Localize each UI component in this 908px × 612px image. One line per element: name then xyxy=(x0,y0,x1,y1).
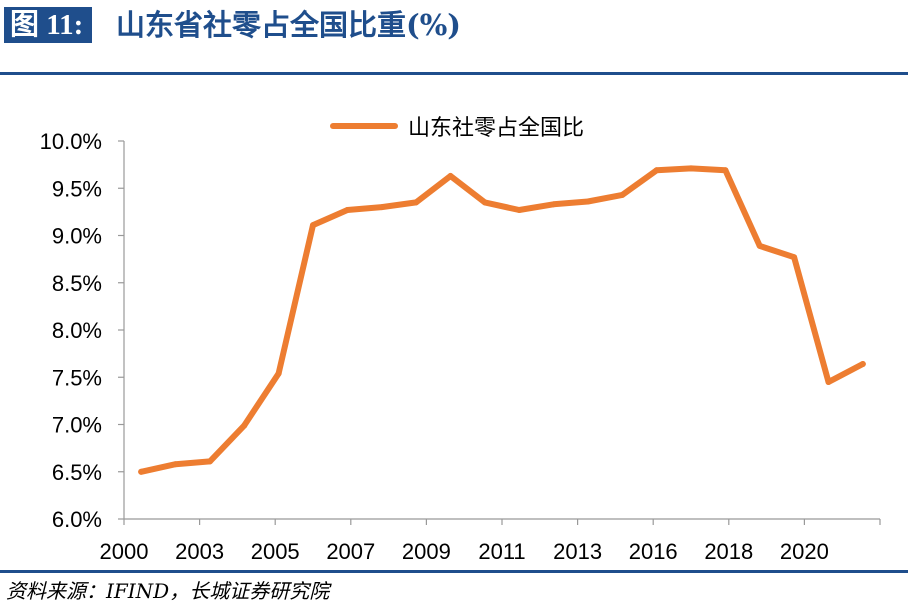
data-point xyxy=(206,458,213,465)
data-point xyxy=(275,370,282,377)
x-tick-label: 2009 xyxy=(402,539,451,564)
data-point xyxy=(550,201,557,208)
x-tick-label: 2011 xyxy=(478,539,525,564)
y-tick-label: 10.0% xyxy=(40,129,102,154)
y-tick-label: 6.0% xyxy=(52,507,102,532)
data-point xyxy=(688,165,694,172)
data-point xyxy=(825,378,832,385)
y-tick-label: 8.0% xyxy=(52,318,102,343)
chart-legend: 山东社零占全国比 xyxy=(330,115,584,140)
y-axis: 6.0% 6.5% 7.0% 7.5% 8.0% 8.5% 9.0% 9.5% 10.0% xyxy=(40,129,125,532)
figure-label: 图 11: xyxy=(4,7,93,43)
figure-header: 图 11: 山东省社零占全国比重(%) xyxy=(0,0,908,75)
figure-title: 山东省社零占全国比重(%) xyxy=(116,8,461,42)
y-tick-label: 9.0% xyxy=(52,224,102,249)
data-point xyxy=(447,172,454,179)
data-point xyxy=(481,199,488,206)
data-point xyxy=(859,361,866,368)
x-tick-label: 2007 xyxy=(326,539,375,564)
data-point xyxy=(619,191,626,198)
legend-label: 山东社零占全国比 xyxy=(408,115,584,140)
y-tick-label: 9.5% xyxy=(52,176,102,201)
data-point xyxy=(310,222,316,229)
x-axis: 2000 2003 2005 2007 2009 2011 2013 2016 2018 2020 xyxy=(100,518,881,564)
x-tick-label: 2000 xyxy=(100,539,149,564)
x-tick-label: 2013 xyxy=(553,539,602,564)
x-tick-label: 2016 xyxy=(629,539,678,564)
data-point xyxy=(413,199,420,206)
data-point xyxy=(722,167,729,174)
data-point xyxy=(344,206,351,213)
data-point xyxy=(756,242,763,249)
y-tick-label: 6.5% xyxy=(52,460,102,485)
source-note: 资料来源：IFIND，长城证券研究院 xyxy=(6,579,330,603)
data-point xyxy=(516,206,523,213)
header-rule xyxy=(0,72,908,75)
y-tick-label: 7.0% xyxy=(52,413,102,438)
y-tick-label: 8.5% xyxy=(52,271,102,296)
data-point xyxy=(241,422,248,429)
series-line xyxy=(138,165,866,475)
x-tick-label: 2018 xyxy=(704,539,753,564)
plot-area xyxy=(138,165,866,475)
line-chart: 山东社零占全国比 6.0% 6.5% 7.0% 7.5% 8.0% 8.5% 9.0% 9.5… xyxy=(40,115,881,564)
data-point xyxy=(653,167,660,174)
footer-rule xyxy=(0,570,908,573)
x-tick-label: 2003 xyxy=(175,539,224,564)
x-tick-label: 2020 xyxy=(780,539,829,564)
data-point xyxy=(584,198,591,205)
data-point xyxy=(138,468,145,475)
data-point xyxy=(791,254,798,261)
data-point xyxy=(378,204,385,211)
data-point xyxy=(172,461,179,468)
y-tick-label: 7.5% xyxy=(52,365,102,390)
x-tick-label: 2005 xyxy=(251,539,300,564)
